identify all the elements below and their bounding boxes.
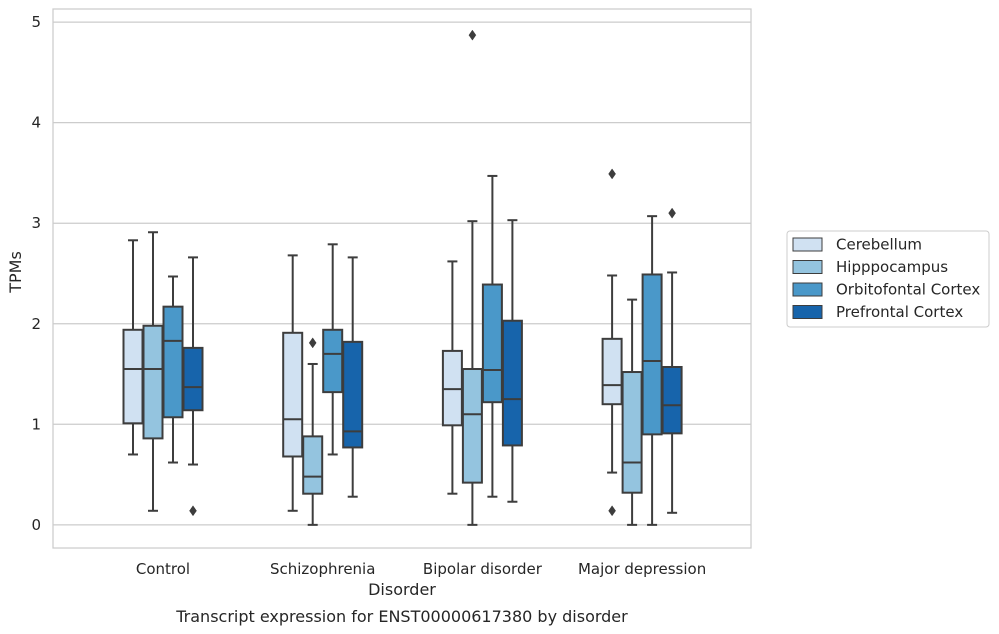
x-tick-label: Schizophrenia (270, 560, 375, 578)
box-1-0 (282, 254, 304, 512)
box (182, 346, 204, 412)
box (601, 337, 623, 406)
box-3-0 (601, 168, 623, 517)
box (162, 305, 184, 419)
box (641, 273, 663, 436)
legend-swatch (792, 282, 823, 297)
box (441, 349, 463, 427)
legend-label: Prefrontal Cortex (836, 303, 963, 321)
box-0-3 (182, 256, 204, 517)
x-tick-label: Major depression (578, 560, 706, 578)
outlier-point (668, 207, 676, 219)
outlier-point (468, 29, 477, 41)
legend-label: Hipppocampus (836, 258, 948, 276)
box (282, 331, 304, 458)
outlier-point (308, 337, 317, 349)
box (661, 365, 683, 435)
box-plots (122, 29, 683, 526)
figure-caption: Transcript expression for ENST0000061738… (175, 607, 628, 626)
box (501, 319, 523, 447)
box (322, 328, 344, 394)
box-1-2 (322, 243, 344, 456)
box-0-2 (162, 275, 184, 464)
y-tick-label: 4 (31, 114, 41, 132)
legend-swatch (792, 260, 823, 274)
box-3-3 (661, 207, 683, 514)
box (621, 371, 643, 494)
box (481, 283, 503, 404)
legend-label: Cerebellum (836, 236, 922, 254)
legend-swatch (792, 305, 823, 319)
outlier-point (608, 505, 616, 517)
y-tick-label: 0 (31, 516, 41, 534)
box (302, 435, 324, 495)
legend-label: Orbitofontal Cortex (836, 281, 980, 299)
gridlines (53, 21, 751, 526)
outlier-point (608, 168, 616, 180)
x-ticks: Control Schizophrenia Bipolar disorder Majo… (136, 560, 706, 578)
outlier-point (189, 505, 197, 517)
box-2-0 (441, 260, 463, 495)
box-3-1 (621, 298, 643, 526)
box-0-0 (122, 239, 144, 456)
box-2-2 (481, 174, 503, 498)
x-tick-label: Bipolar disorder (423, 560, 543, 578)
y-tick-label: 1 (31, 415, 41, 433)
box-2-1 (461, 29, 483, 526)
box-1-1 (302, 337, 324, 526)
box (461, 368, 483, 484)
y-axis-label: TPMs (6, 251, 25, 294)
legend: Cerebellum Hipppocampus Orbitofontal Corte… (786, 230, 990, 328)
y-tick-label: 2 (31, 315, 41, 333)
y-ticks: 0 1 2 3 4 5 (31, 13, 41, 534)
x-tick-label: Control (136, 560, 190, 578)
plot-frame (52, 8, 752, 549)
box (122, 328, 144, 425)
legend-swatch (792, 237, 823, 252)
x-axis-label: Disorder (368, 580, 436, 599)
box (342, 340, 364, 449)
legend-frame (786, 230, 990, 328)
box-2-3 (501, 219, 523, 503)
y-tick-label: 3 (31, 214, 41, 232)
box (142, 324, 164, 440)
y-tick-label: 5 (31, 13, 41, 31)
box-3-2 (641, 215, 663, 526)
box-0-1 (142, 231, 164, 512)
box-1-3 (342, 256, 364, 498)
